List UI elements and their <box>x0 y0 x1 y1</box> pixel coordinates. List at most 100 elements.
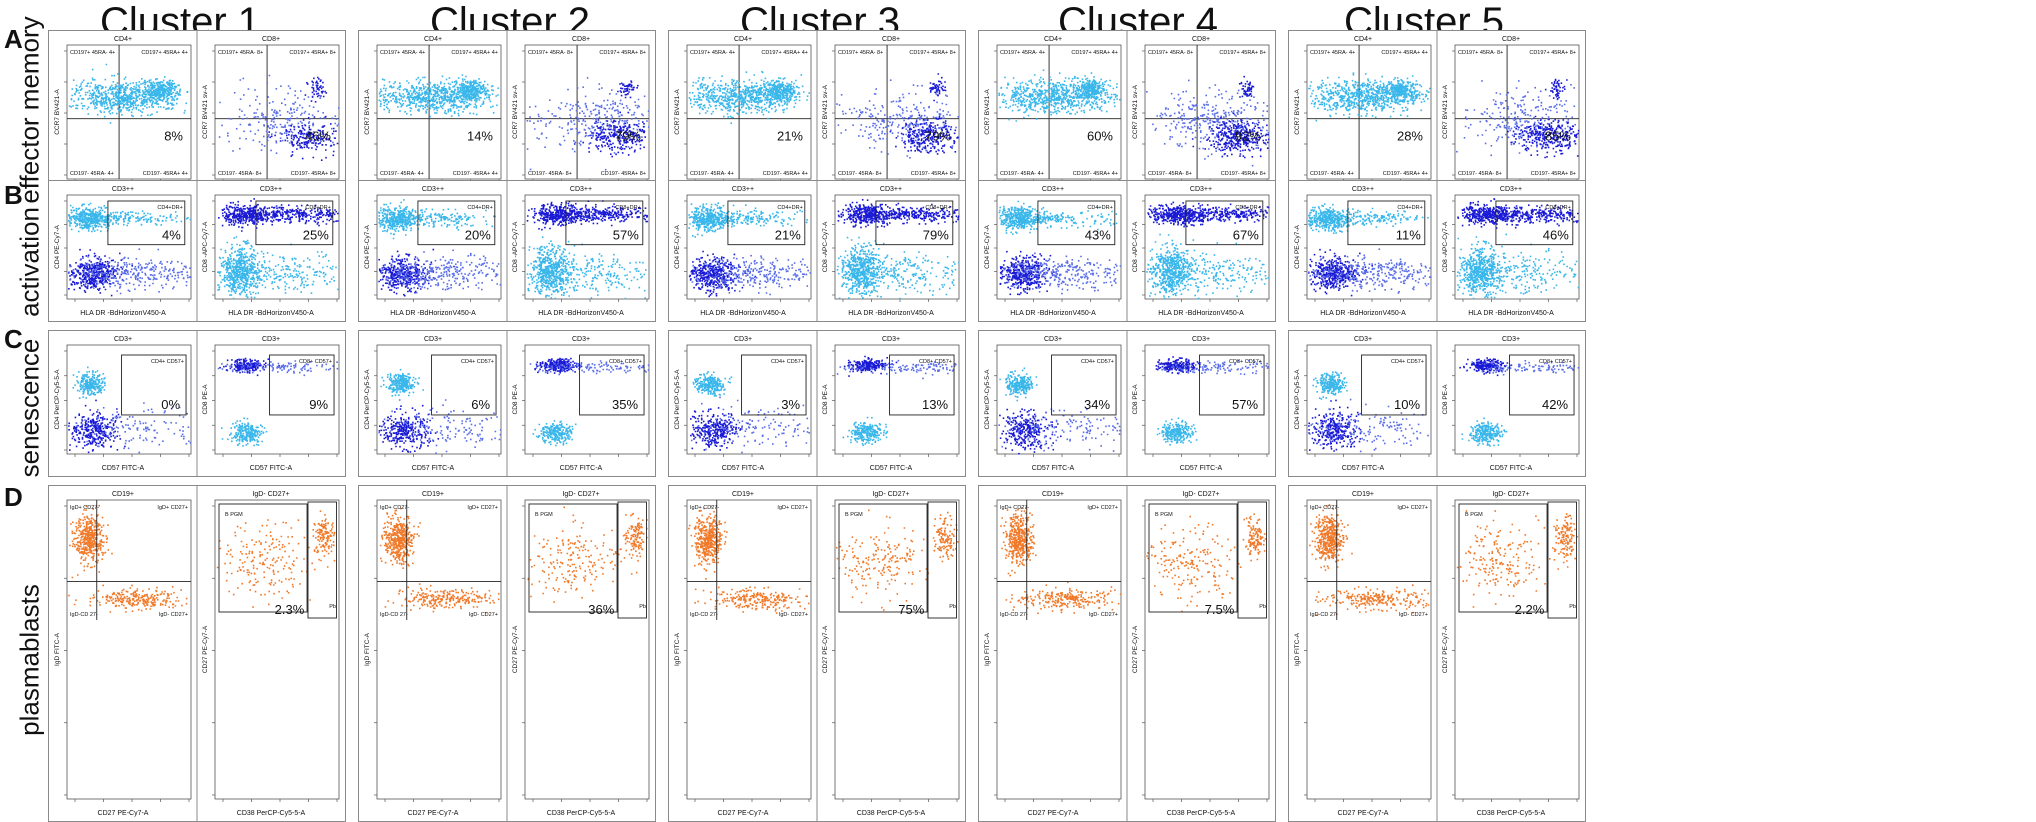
cell-population <box>573 111 646 158</box>
plot-frame <box>1454 344 1580 455</box>
cell-population <box>217 360 339 377</box>
quadrant-label: CD197- 45RA- 8+ <box>1148 171 1192 177</box>
cell-population <box>1156 417 1198 446</box>
subplot-left: CD3+ CD57 FITC-A CD4 PerCP-Cy5-5-A CD4+ CD5… <box>54 336 192 472</box>
cell-population <box>529 359 650 376</box>
percentage-label: 8% <box>164 129 183 144</box>
quadrant-label: IgD- CD27+ <box>1399 612 1428 618</box>
plot-frame <box>686 194 812 300</box>
cell-population <box>999 408 1065 455</box>
gate-label: CD4+DR+ <box>467 205 492 211</box>
percentage-label: 0% <box>161 397 180 412</box>
cell-population <box>68 202 117 233</box>
cell-population <box>689 204 808 231</box>
quadrant-label: CD197- 45RA- 4+ <box>1000 171 1044 177</box>
cell-population <box>1308 203 1359 234</box>
cell-population <box>1462 204 1579 229</box>
x-axis-label: CD57 FITC-A <box>560 465 603 472</box>
cell-population <box>929 73 947 102</box>
plot-frame <box>376 44 502 180</box>
percentage-label: 60% <box>1087 129 1113 144</box>
quadrant-label: IgD-CD 27- <box>1310 612 1338 618</box>
subplot-left: CD3++ HLA DR -BdHorizonV450-A CD4 PE-Cy7-A… <box>1294 186 1432 317</box>
y-axis-label: CD27 PE-Cy7-A <box>512 625 519 673</box>
gate-rectangle-pb <box>1547 501 1577 619</box>
subplot-title: CD19+ <box>112 491 134 498</box>
x-axis-label: CD27 PE-Cy7-A <box>718 810 769 817</box>
subplot-title: CD8+ <box>262 36 280 43</box>
quadrant-label: IgD+ CD27- <box>380 505 409 511</box>
cell-population <box>378 199 423 240</box>
cell-population <box>69 504 113 579</box>
cell-population <box>1155 356 1201 375</box>
cell-population <box>691 254 812 296</box>
gate-rectangle-bpgm <box>528 503 618 613</box>
cell-population <box>836 509 944 611</box>
y-axis-label: CD4 PE-Cy7-A <box>984 224 991 268</box>
subplot-right: IgD- CD27+ CD38 PerCP-Cy5-5-A CD27 PE-Cy7-… <box>822 491 960 817</box>
cell-population <box>1309 504 1353 571</box>
percentage-label: 20% <box>465 228 491 243</box>
cell-population <box>622 512 648 574</box>
subplot-title: CD3++ <box>422 186 444 193</box>
x-axis-label: HLA DR -BdHorizonV450-A <box>700 310 786 317</box>
gate-rectangle <box>1347 200 1426 246</box>
quadrant-label: CD197- 45RA+ 4+ <box>1383 171 1428 177</box>
cell-population <box>378 399 502 454</box>
gate-label: Pb <box>1569 604 1576 610</box>
y-axis-label: CCR7 BV421-A <box>674 89 681 135</box>
plot-frame <box>1144 499 1270 800</box>
gate-label: CD4+DR+ <box>777 205 802 211</box>
quadrant-label: CD197+ 45RA+ 8+ <box>599 50 646 56</box>
cell-population <box>526 236 588 299</box>
cell-population <box>1191 112 1270 159</box>
cell-population <box>688 505 728 580</box>
percentage-label: 43% <box>1085 228 1111 243</box>
y-axis-label: CD27 PE-Cy7-A <box>1442 625 1449 673</box>
y-axis-label: CD4 PerCP-Cy5-5-A <box>1294 369 1301 430</box>
quadrant-label: CD197- 45RA+ 4+ <box>763 171 808 177</box>
quadrant-label: IgD+ CD27+ <box>157 505 188 511</box>
x-axis-label: CD57 FITC-A <box>102 465 145 472</box>
cell-population <box>999 206 1118 232</box>
plot-frame <box>214 344 340 455</box>
percentage-label: 2.2% <box>1515 602 1545 617</box>
plot-frame <box>834 499 960 800</box>
subplot-title: CD4+ <box>1044 36 1062 43</box>
quadrant-label: IgD-CD 27- <box>380 612 408 618</box>
gate-label: B PGM <box>1465 512 1483 518</box>
quadrant-label: CD197- 45RA+ 8+ <box>1221 171 1266 177</box>
percentage-label: 25% <box>303 228 329 243</box>
plot-frame <box>686 344 812 455</box>
gate-rectangle-bpgm <box>1148 503 1238 613</box>
y-axis-label: CCR7 BV421 sv-A <box>1132 84 1139 138</box>
plot-frame <box>524 194 650 300</box>
x-axis-label: CD38 PerCP-Cy5-5-A <box>1167 810 1236 817</box>
percentage-label: 21% <box>777 129 803 144</box>
subplot-title: CD8+ <box>1502 36 1520 43</box>
subplot-left: CD3+ CD57 FITC-A CD4 PerCP-Cy5-5-A CD4+ CD5… <box>364 336 502 472</box>
cell-population <box>757 74 804 105</box>
subplot-left: CD19+ CD27 PE-Cy7-A IgD FITC-A IgD+ CD27- Ig… <box>674 491 812 817</box>
plot-frame <box>1144 44 1270 180</box>
row-label-plasmablasts: plasmablasts <box>14 584 45 736</box>
plot-frame <box>834 344 960 455</box>
cell-population <box>380 368 424 397</box>
quadrant-label: CD197- 45RA- 4+ <box>380 171 424 177</box>
x-axis-label: HLA DR -BdHorizonV450-A <box>80 310 166 317</box>
gate-rectangle <box>1037 200 1116 246</box>
quadrant-label: CD197+ 45RA- 8+ <box>528 50 573 56</box>
plot-frame <box>996 499 1122 800</box>
y-axis-label: CD4 PE-Cy7-A <box>1294 224 1301 268</box>
gate-label: CD8+DR+ <box>925 205 950 211</box>
quadrant-label: CD197- 45RA- 4+ <box>70 171 114 177</box>
cell-population <box>836 359 957 380</box>
quadrant-label: CD197+ 45RA- 4+ <box>1000 50 1045 56</box>
x-axis-label: CD27 PE-Cy7-A <box>1338 810 1389 817</box>
x-axis-label: CD57 FITC-A <box>722 465 765 472</box>
cell-population <box>1146 515 1259 613</box>
gate-rectangle <box>1509 354 1575 416</box>
cell-population <box>688 250 757 298</box>
